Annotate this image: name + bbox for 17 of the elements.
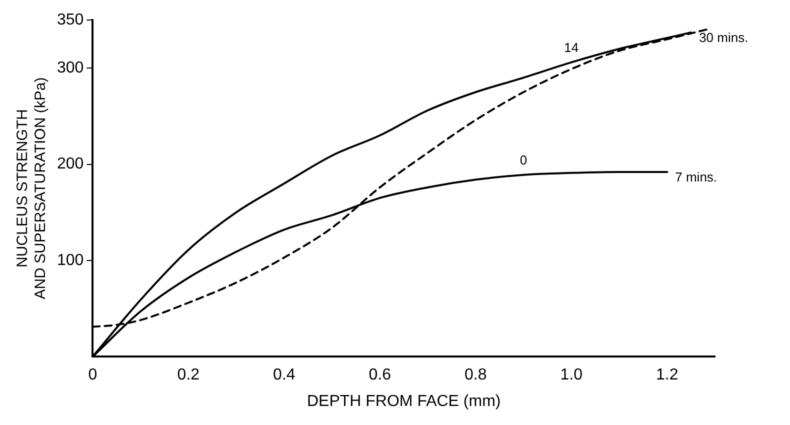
y-axis-title: NUCLEUS STRENGTH AND SUPERSATURATION (kPa) (14, 77, 50, 300)
annotation: 14 (564, 40, 579, 55)
x-tick-label: 0.2 (177, 366, 200, 384)
series-label: 30 mins. (699, 30, 748, 46)
x-tick-label: 1.0 (560, 366, 583, 384)
y-tick-label: 350 (56, 11, 84, 28)
y-tick-label: 300 (56, 59, 84, 76)
y-tick-label: 100 (56, 252, 84, 269)
x-tick-label: 1.2 (656, 366, 678, 384)
annotation: 0 (520, 152, 528, 168)
x-tick-label: 0.8 (464, 366, 487, 384)
y-tick-label: 200 (56, 156, 84, 173)
x-tick-label: 0 (88, 366, 98, 384)
x-tick-label: 0.6 (368, 366, 392, 384)
x-tick-label: 0.4 (273, 366, 296, 384)
x-axis-title: DEPTH FROM FACE (mm) (306, 392, 501, 410)
series-label: 7 mins. (675, 170, 718, 185)
